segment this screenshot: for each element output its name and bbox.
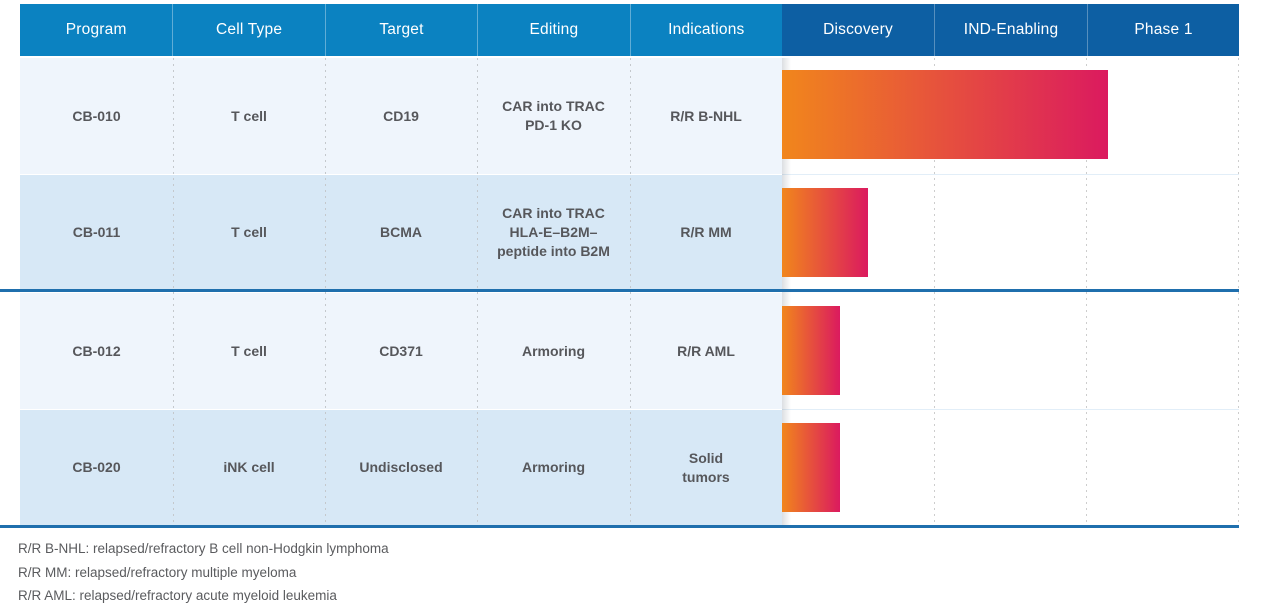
cell-program: CB-020 <box>72 459 121 475</box>
header-discovery: Discovery <box>823 21 893 38</box>
cell-editing: Armoring <box>522 459 585 475</box>
cell-program: CB-011 <box>72 223 121 240</box>
info-header-row: Program Cell Type Target Editing Indicat… <box>20 4 782 56</box>
cell-cell-type: T cell <box>231 107 267 124</box>
cell-target: CD19 <box>383 107 419 124</box>
cell-editing: CAR into TRAC PD-1 KO <box>502 98 605 133</box>
cell-cell-type: iNK cell <box>223 459 275 475</box>
group-divider-line <box>0 289 1239 292</box>
cell-program: CB-012 <box>72 342 121 359</box>
cell-cell-type: T cell <box>231 223 267 240</box>
footnote-mm: R/R MM: relapsed/refractory multiple mye… <box>18 564 297 580</box>
cell-indications: Solid tumors <box>682 449 730 485</box>
cell-target: Undisclosed <box>359 459 443 475</box>
row-separator <box>782 174 1239 175</box>
cell-editing: Armoring <box>522 342 585 359</box>
phase-header-row: Discovery IND-Enabling Phase 1 <box>782 4 1239 56</box>
cell-program: CB-010 <box>72 107 121 124</box>
cell-indications: R/R B-NHL <box>670 107 742 124</box>
progress-bar-cb-010 <box>782 70 1108 159</box>
header-phase-1: Phase 1 <box>1087 4 1239 56</box>
table-row-cb-010: CB-010 T cell CD19 CAR into TRAC PD-1 KO… <box>20 58 782 174</box>
table-row-cb-020: CB-020 iNK cell Undisclosed Armoring Sol… <box>20 410 782 525</box>
cell-target: CD371 <box>379 342 423 359</box>
progress-bar-cb-012 <box>782 306 840 395</box>
footnote-aml: R/R AML: relapsed/refractory acute myelo… <box>18 588 337 603</box>
progress-bar-cb-011 <box>782 188 868 277</box>
table-row-cb-012: CB-012 T cell CD371 Armoring R/R AML <box>20 293 782 409</box>
row-separator <box>782 409 1239 410</box>
header-editing: Editing <box>477 4 629 56</box>
footnotes: R/R B-NHL: relapsed/refractory B cell no… <box>18 537 389 608</box>
header-indications: Indications <box>629 4 782 56</box>
header-cell-type: Cell Type <box>172 4 324 56</box>
footnote-bnhl: R/R B-NHL: relapsed/refractory B cell no… <box>18 541 389 556</box>
bottom-divider-line <box>0 525 1239 528</box>
progress-bar-cb-020 <box>782 423 840 512</box>
table-row-cb-011: CB-011 T cell BCMA CAR into TRAC HLA-E–B… <box>20 175 782 289</box>
cell-indications: R/R AML <box>677 342 735 359</box>
header-program: Program <box>65 21 127 38</box>
cell-cell-type: T cell <box>231 342 267 359</box>
cell-indications: R/R MM <box>680 223 732 240</box>
header-ind-enabling: IND-Enabling <box>934 4 1087 56</box>
cell-editing: CAR into TRAC HLA-E–B2M– peptide into B2… <box>497 204 610 259</box>
cell-target: BCMA <box>380 223 422 240</box>
header-target: Target <box>324 4 477 56</box>
